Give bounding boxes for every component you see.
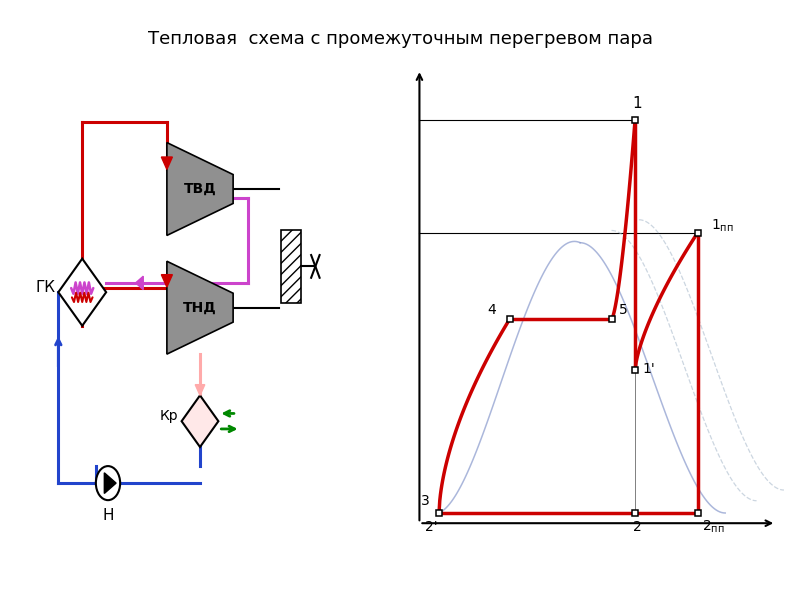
Polygon shape	[167, 143, 233, 235]
Text: ТВД: ТВД	[184, 182, 216, 196]
Polygon shape	[162, 157, 173, 169]
Text: 1: 1	[632, 95, 642, 110]
Polygon shape	[58, 259, 106, 326]
Text: ТНД: ТНД	[183, 301, 217, 314]
Polygon shape	[167, 261, 233, 354]
Text: 2$_{\mathsf{пп}}$: 2$_{\mathsf{пп}}$	[702, 519, 725, 535]
Text: 1$_{\mathsf{пп}}$: 1$_{\mathsf{пп}}$	[711, 218, 734, 235]
Text: 5: 5	[619, 303, 628, 317]
Text: 1': 1'	[643, 362, 656, 376]
Circle shape	[96, 466, 120, 500]
Polygon shape	[182, 395, 218, 447]
Text: ГК: ГК	[35, 280, 55, 295]
Polygon shape	[136, 276, 143, 290]
Text: 2: 2	[633, 520, 642, 534]
Bar	[281, 230, 302, 302]
Text: Тепловая  схема с промежуточным перегревом пара: Тепловая схема с промежуточным перегрево…	[147, 30, 653, 48]
Text: 3: 3	[421, 494, 430, 508]
Text: 2': 2'	[425, 520, 438, 534]
Text: Кр: Кр	[159, 409, 178, 423]
Polygon shape	[162, 275, 173, 287]
Text: Н: Н	[102, 508, 114, 523]
Polygon shape	[104, 473, 116, 493]
Text: 4: 4	[487, 303, 496, 317]
Polygon shape	[195, 385, 205, 395]
